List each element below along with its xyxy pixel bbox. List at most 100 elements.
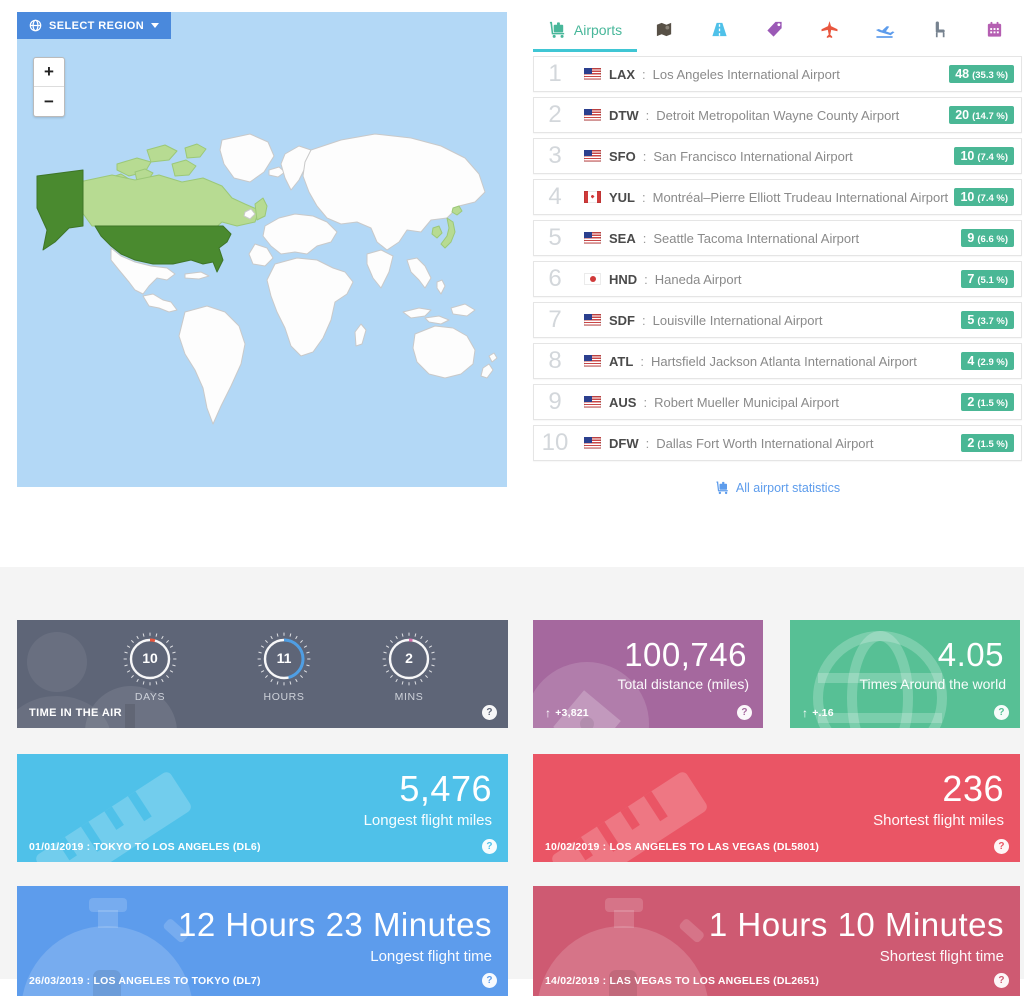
- airport-rank: 3: [548, 142, 562, 169]
- shortest-time-value: 1 Hours 10 Minutes: [708, 906, 1004, 943]
- airport-row[interactable]: 3 SFO : San Francisco International Airp…: [533, 138, 1022, 174]
- mins-gauge: 2 MINS: [382, 632, 436, 703]
- chevron-down-icon: [151, 23, 160, 28]
- airport-count: 48: [955, 67, 970, 81]
- tab-airports-label: Airports: [573, 21, 623, 38]
- separator: :: [642, 148, 647, 164]
- airport-row[interactable]: 8 ATL : Hartsfield Jackson Atlanta Inter…: [533, 343, 1022, 379]
- airport-percentage: (1.5 %): [977, 398, 1008, 409]
- stats-tabs: Airports: [533, 11, 1022, 52]
- airport-code: SFO: [609, 148, 636, 164]
- airport-count: 9: [967, 231, 975, 245]
- separator: :: [642, 312, 646, 328]
- select-region-button[interactable]: SELECT REGION: [17, 12, 172, 39]
- tab-airports[interactable]: Airports: [533, 11, 637, 52]
- world-map[interactable]: [17, 12, 507, 487]
- airport-name: Robert Mueller Municipal Airport: [654, 394, 840, 410]
- airport-row[interactable]: 10 DFW : Dallas Fort Worth International…: [533, 425, 1022, 461]
- airport-row[interactable]: 6 HND : Haneda Airport 7 (5.1 %): [533, 261, 1022, 297]
- tab-routes[interactable]: [692, 11, 747, 52]
- hours-label: HOURS: [263, 691, 305, 703]
- longest-time-flight: 26/03/2019 : LOS ANGELES TO TOKYO (DL7): [29, 974, 261, 987]
- tab-seats[interactable]: [912, 11, 967, 52]
- time-in-air-title: TIME IN THE AIR: [29, 707, 122, 719]
- airport-count: 10: [960, 190, 975, 204]
- airport-code: ATL: [609, 353, 634, 369]
- airport-percentage: (35.3 %): [972, 70, 1008, 81]
- airport-code: LAX: [609, 66, 635, 82]
- airport-code: SEA: [609, 230, 636, 246]
- airport-code: SDF: [609, 312, 635, 328]
- airport-rank: 1: [548, 60, 562, 87]
- mins-value: 2: [405, 650, 413, 666]
- help-icon[interactable]: [482, 973, 497, 988]
- mins-label: MINS: [394, 691, 424, 703]
- flag-us-icon: [584, 355, 601, 367]
- hours-value: 11: [276, 650, 292, 666]
- hours-gauge: 11 HOURS: [257, 632, 311, 703]
- airport-percentage: (5.1 %): [977, 275, 1008, 286]
- airport-count: 4: [967, 354, 975, 368]
- airport-name: Haneda Airport: [654, 271, 742, 287]
- select-region-label: SELECT REGION: [49, 19, 145, 32]
- shortest-time-label: Shortest flight time: [879, 948, 1004, 965]
- airport-rank: 4: [548, 183, 562, 210]
- airport-row[interactable]: 4 YUL : Montréal–Pierre Elliott Trudeau …: [533, 179, 1022, 215]
- help-icon[interactable]: [482, 705, 497, 720]
- airport-count: 2: [967, 436, 975, 450]
- tab-aircraft[interactable]: [802, 11, 857, 52]
- airport-row[interactable]: 5 SEA : Seattle Tacoma International Air…: [533, 220, 1022, 256]
- airport-row[interactable]: 2 DTW : Detroit Metropolitan Wayne Count…: [533, 97, 1022, 133]
- airport-code: DTW: [609, 107, 639, 123]
- flag-us-icon: [584, 109, 601, 121]
- airport-count: 2: [967, 395, 975, 409]
- flag-jp-icon: [584, 273, 601, 285]
- airport-row[interactable]: 1 LAX : Los Angeles International Airpor…: [533, 56, 1022, 92]
- airport-percentage: (1.5 %): [977, 439, 1008, 450]
- separator: :: [642, 230, 647, 246]
- flag-us-icon: [584, 314, 601, 326]
- longest-miles-flight: 01/01/2019 : TOKYO TO LOS ANGELES (DL6): [29, 840, 261, 853]
- airport-code: YUL: [609, 189, 635, 205]
- airport-name: Dallas Fort Worth International Airport: [656, 435, 874, 451]
- zoom-out-button[interactable]: −: [34, 87, 64, 116]
- airport-name: Hartsfield Jackson Atlanta International…: [650, 353, 917, 369]
- times-around-world-card: 4.05 Times Around the world ↑ +.16: [790, 620, 1020, 728]
- tab-flights[interactable]: [857, 11, 912, 52]
- help-icon[interactable]: [482, 839, 497, 854]
- airport-code: HND: [609, 271, 638, 287]
- airport-percentage: (7.4 %): [977, 152, 1008, 163]
- airport-percentage: (14.7 %): [972, 111, 1008, 122]
- tag-icon: [767, 21, 782, 37]
- shortest-flight-time-card: 1 Hours 10 Minutes Shortest flight time …: [533, 886, 1020, 996]
- airport-name: Seattle Tacoma International Airport: [653, 230, 860, 246]
- airport-row[interactable]: 9 AUS : Robert Mueller Municipal Airport…: [533, 384, 1022, 420]
- airport-row[interactable]: 7 SDF : Louisville International Airport…: [533, 302, 1022, 338]
- longest-time-value: 12 Hours 23 Minutes: [178, 906, 492, 943]
- days-gauge: 10 DAYS: [123, 632, 177, 703]
- flag-us-icon: [584, 396, 601, 408]
- airport-name: Louisville International Airport: [652, 312, 823, 328]
- help-icon[interactable]: [994, 973, 1009, 988]
- longest-miles-label: Longest flight miles: [363, 812, 492, 829]
- help-icon[interactable]: [737, 705, 752, 720]
- airport-rank: 7: [548, 306, 562, 333]
- all-airport-statistics-label: All airport statistics: [735, 480, 841, 495]
- help-icon[interactable]: [994, 705, 1009, 720]
- airport-rank: 5: [548, 224, 562, 251]
- airport-name: Montréal–Pierre Elliott Trudeau Internat…: [652, 189, 949, 205]
- longest-miles-value: 5,476: [399, 768, 492, 809]
- airport-count-badge: 4 (2.9 %): [961, 352, 1014, 370]
- all-airport-statistics-link[interactable]: All airport statistics: [533, 480, 1022, 495]
- zoom-in-button[interactable]: +: [34, 58, 64, 87]
- airport-name: Detroit Metropolitan Wayne County Airpor…: [656, 107, 900, 123]
- help-icon[interactable]: [994, 839, 1009, 854]
- tab-map[interactable]: [637, 11, 692, 52]
- tab-airlines[interactable]: [747, 11, 802, 52]
- tab-calendar[interactable]: [967, 11, 1022, 52]
- flag-us-icon: [584, 68, 601, 80]
- flag-us-icon: [584, 437, 601, 449]
- world-map-panel: SELECT REGION + −: [17, 12, 507, 487]
- days-value: 10: [142, 650, 158, 666]
- airport-count: 7: [967, 272, 975, 286]
